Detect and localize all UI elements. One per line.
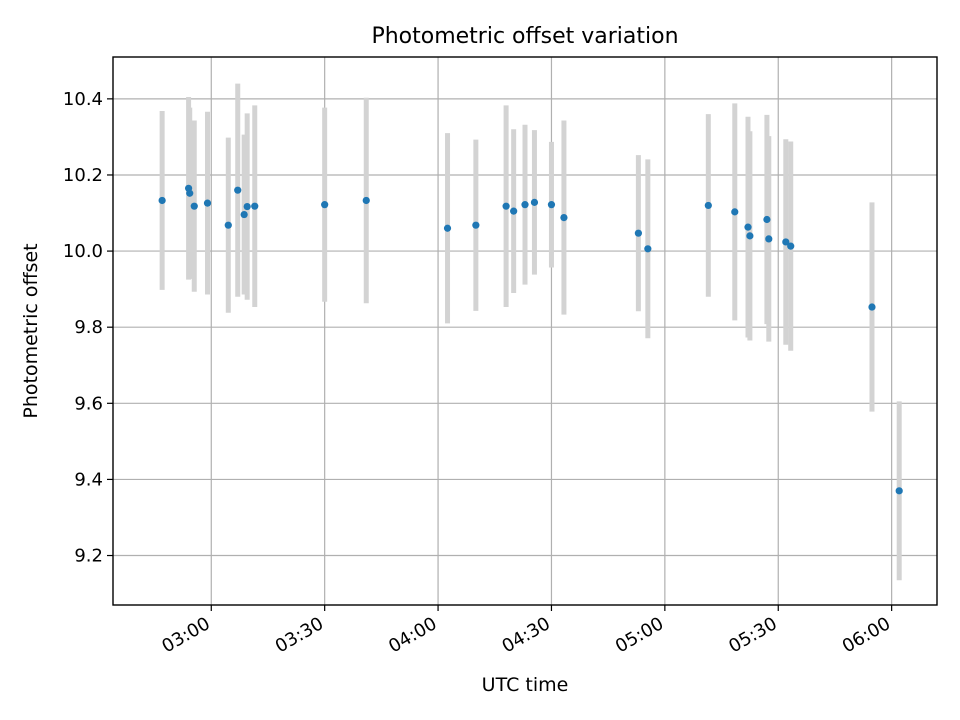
data-point: [782, 238, 790, 246]
data-point: [746, 232, 754, 240]
data-point: [787, 242, 795, 250]
data-point: [321, 201, 329, 209]
data-points: [158, 184, 903, 495]
data-point: [634, 229, 642, 237]
y-axis-ticks: 9.2 9.4 9.6 9.8 10.0 10.2 10.4: [63, 89, 113, 567]
x-tick-label: 03:00: [158, 613, 213, 657]
x-axis-label: UTC time: [482, 674, 569, 696]
data-point: [251, 202, 259, 210]
x-tick-label: 04:30: [499, 613, 554, 657]
y-tick-label: 9.6: [74, 393, 103, 414]
x-tick-label: 03:30: [272, 613, 327, 657]
data-point: [530, 198, 539, 206]
data-point: [190, 202, 198, 210]
data-point: [186, 189, 194, 197]
x-tick-label: 05:30: [725, 613, 780, 657]
data-point: [765, 235, 773, 243]
y-tick-label: 10.2: [63, 165, 103, 186]
x-axis-ticks: 03:00 03:30 04:00 04:30 05:00 05:30 06:00: [158, 605, 894, 657]
chart-title: Photometric offset variation: [371, 24, 678, 49]
y-tick-label: 10.0: [63, 241, 103, 262]
data-point: [510, 207, 518, 215]
x-tick-label: 06:00: [839, 613, 894, 657]
y-tick-label: 9.4: [74, 469, 103, 490]
data-point: [644, 245, 652, 253]
x-tick-label: 04:00: [385, 613, 440, 657]
data-point: [203, 199, 212, 207]
error-bars: [159, 83, 902, 581]
data-point: [763, 215, 771, 224]
y-tick-label: 9.2: [74, 546, 103, 567]
data-point: [895, 487, 903, 495]
plot-frame: [112, 56, 938, 606]
data-point: [443, 224, 452, 232]
data-point: [234, 186, 242, 194]
data-point: [158, 196, 166, 205]
y-tick-label: 10.4: [63, 89, 103, 110]
y-axis-label: Photometric offset: [20, 243, 42, 418]
data-point: [224, 221, 232, 229]
data-point: [243, 202, 251, 211]
y-tick-label: 9.8: [74, 317, 103, 338]
data-point: [868, 303, 876, 311]
data-point: [362, 196, 370, 205]
x-tick-label: 05:00: [612, 613, 667, 657]
data-point: [521, 201, 529, 209]
data-point: [547, 201, 556, 209]
data-point: [731, 208, 739, 216]
data-point: [704, 201, 712, 210]
data-point: [240, 210, 248, 219]
data-point: [472, 221, 480, 229]
data-point: [502, 202, 510, 210]
data-point: [560, 213, 568, 222]
data-point: [744, 223, 752, 231]
